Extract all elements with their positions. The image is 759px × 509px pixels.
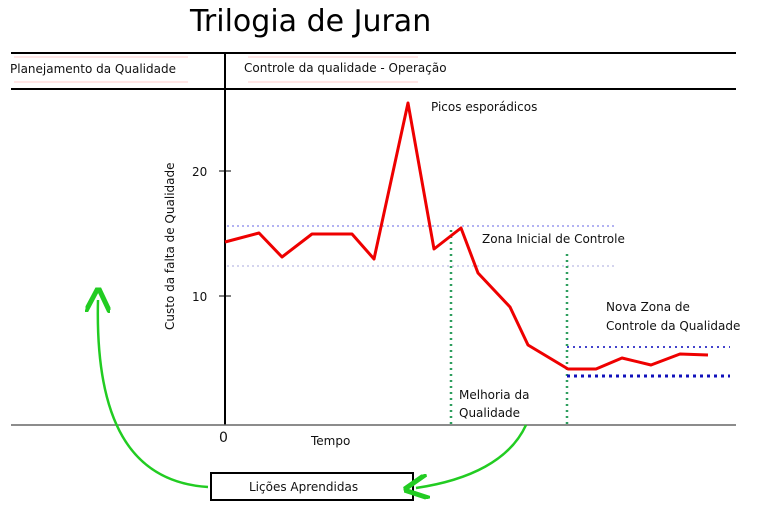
diagram-title: Trilogia de Juran: [189, 4, 431, 39]
y-axis-label: Custo da falta de Qualidade: [163, 162, 177, 330]
y-tick-label-20: 20: [192, 165, 207, 179]
origin-label: 0: [219, 430, 228, 446]
improvement-label-line1: Melhoria da: [459, 388, 529, 402]
y-tick-label-10: 10: [192, 290, 207, 304]
control-header: Controle da qualidade - Operação: [244, 61, 447, 75]
new-zone-label-line1: Nova Zona de: [606, 300, 690, 314]
feedback-arrow-to-lessons: [416, 424, 528, 488]
feedback-arrow-to-planning: [98, 300, 209, 489]
quality-cost-line: [224, 101, 709, 371]
peaks-label: Picos esporádicos: [431, 100, 537, 114]
new-zone-label-line2: Controle da Qualidade: [606, 319, 740, 333]
initial-zone-label: Zona Inicial de Controle: [482, 232, 625, 246]
lessons-learned-box: [210, 472, 414, 501]
lessons-learned-label: Lições Aprendidas: [249, 480, 358, 494]
x-axis-label: Tempo: [310, 434, 350, 448]
planning-header: Planejamento da Qualidade: [10, 62, 176, 76]
improvement-label-line2: Qualidade: [459, 406, 520, 420]
